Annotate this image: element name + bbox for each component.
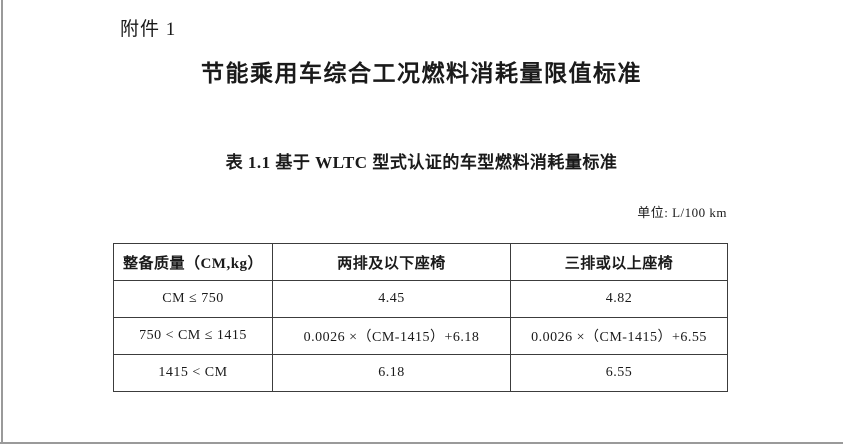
header-curb-mass: 整备质量（CM,kg） (113, 243, 273, 281)
table-header-row: 整备质量（CM,kg） 两排及以下座椅 三排或以上座椅 (113, 243, 728, 281)
table-row: 750 < CM ≤ 1415 0.0026 ×（CM-1415）+6.18 0… (113, 317, 728, 355)
attachment-label: 附件 1 (120, 19, 177, 40)
cell-limit-three: 6.55 (510, 354, 728, 392)
unit-note: 单位: L/100 km (637, 205, 727, 220)
table-caption: 表 1.1 基于 WLTC 型式认证的车型燃料消耗量标准 (225, 153, 618, 172)
cell-limit-three: 4.82 (510, 280, 728, 318)
table-row: 1415 < CM 6.18 6.55 (113, 354, 728, 392)
document-title: 节能乘用车综合工况燃料消耗量限值标准 (201, 61, 642, 86)
page-edge-bottom (0, 442, 843, 444)
cell-limit-two: 6.18 (272, 354, 511, 392)
cell-mass-range: CM ≤ 750 (113, 280, 273, 318)
cell-mass-range: 1415 < CM (113, 354, 273, 392)
cell-limit-two: 4.45 (272, 280, 511, 318)
table-row: CM ≤ 750 4.45 4.82 (113, 280, 728, 318)
cell-limit-two: 0.0026 ×（CM-1415）+6.18 (272, 317, 511, 355)
header-two-rows: 两排及以下座椅 (272, 243, 511, 281)
header-three-rows: 三排或以上座椅 (510, 243, 728, 281)
fuel-consumption-limits-table: 整备质量（CM,kg） 两排及以下座椅 三排或以上座椅 CM ≤ 750 4.4… (113, 243, 728, 392)
page-edge-left (1, 0, 3, 443)
cell-mass-range: 750 < CM ≤ 1415 (113, 317, 273, 355)
cell-limit-three: 0.0026 ×（CM-1415）+6.55 (510, 317, 728, 355)
